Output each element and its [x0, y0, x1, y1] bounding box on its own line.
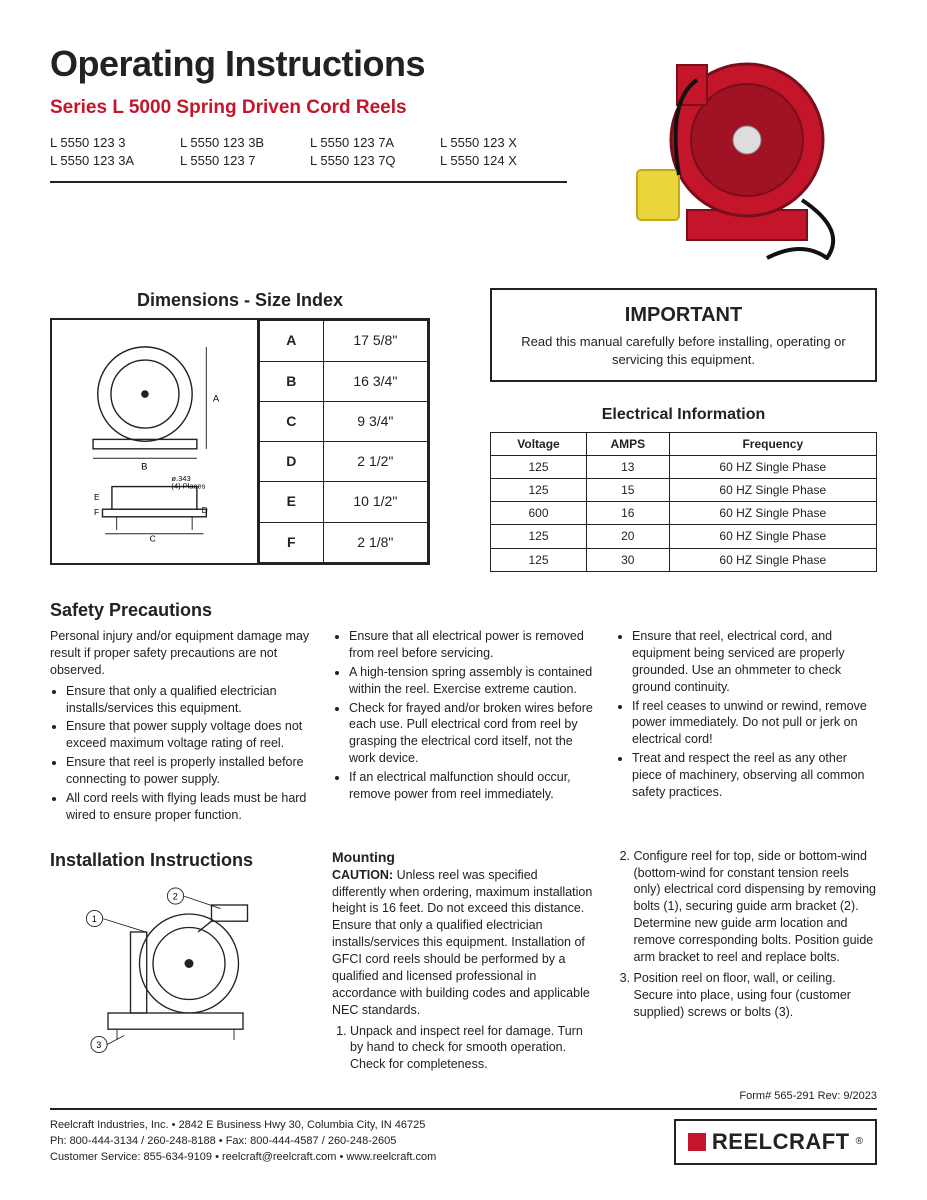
electrical-section: Electrical Information Voltage AMPS Freq…: [490, 404, 877, 572]
mid-row: Dimensions - Size Index A B: [50, 288, 877, 572]
install-step: Position reel on floor, wall, or ceiling…: [634, 970, 878, 1021]
install-step: Unpack and inspect reel for damage. Turn…: [350, 1023, 594, 1074]
mounting-title: Mounting: [332, 848, 594, 867]
footer-line: Customer Service: 855-634-9109 • reelcra…: [50, 1150, 436, 1166]
header-left: Operating Instructions Series L 5000 Spr…: [50, 40, 567, 260]
dimensions-box: A B ø.343 (4) Places E F C D: [50, 318, 430, 565]
header-row: Operating Instructions Series L 5000 Spr…: [50, 40, 877, 260]
safety-intro: Personal injury and/or equipment damage …: [50, 628, 311, 679]
table-row: 1253060 HZ Single Phase: [491, 548, 877, 571]
table-row: F2 1/8": [259, 522, 427, 562]
list-item: Check for frayed and/or broken wires bef…: [349, 700, 594, 768]
page-title: Operating Instructions: [50, 40, 567, 89]
logo-icon: [688, 1133, 706, 1151]
safety-col-1: Personal injury and/or equipment damage …: [50, 628, 311, 826]
install-col-1: Installation Instructions 1 2 3: [50, 848, 310, 1077]
table-row: 1251560 HZ Single Phase: [491, 479, 877, 502]
table-row: 1252060 HZ Single Phase: [491, 525, 877, 548]
svg-text:E: E: [94, 492, 100, 502]
list-item: Ensure that power supply voltage does no…: [66, 718, 311, 752]
table-row: 1251360 HZ Single Phase: [491, 455, 877, 478]
list-item: Ensure that all electrical power is remo…: [349, 628, 594, 662]
dimensions-section: Dimensions - Size Index A B: [50, 288, 430, 572]
logo-text: REELCRAFT: [712, 1127, 850, 1157]
form-rev: Form# 565-291 Rev: 9/2023: [50, 1089, 877, 1104]
svg-text:(4) Places: (4) Places: [171, 482, 205, 491]
install-diagram: 1 2 3: [50, 878, 310, 1058]
product-image: [597, 40, 877, 260]
electrical-title: Electrical Information: [490, 404, 877, 426]
safety-title: Safety Precautions: [50, 598, 877, 622]
dimensions-title: Dimensions - Size Index: [50, 288, 430, 312]
model-item: L 5550 123 7A: [310, 134, 410, 152]
footer-divider: [50, 1108, 877, 1110]
model-list: L 5550 123 3 L 5550 123 3B L 5550 123 7A…: [50, 134, 567, 169]
installation-section: Installation Instructions 1 2 3 Mounting: [50, 848, 877, 1077]
caution-label: CAUTION:: [332, 868, 393, 882]
footer-line: Reelcraft Industries, Inc. • 2842 E Busi…: [50, 1118, 436, 1134]
table-row: D2 1/2": [259, 442, 427, 482]
mounting-caution: CAUTION: Unless reel was specified diffe…: [332, 867, 594, 1019]
model-item: L 5550 123 7Q: [310, 152, 410, 170]
list-item: If an electrical malfunction should occu…: [349, 769, 594, 803]
list-item: Ensure that reel, electrical cord, and e…: [632, 628, 877, 696]
caution-text: Unless reel was specified differently wh…: [332, 868, 592, 1017]
install-col-2: Mounting CAUTION: Unless reel was specif…: [332, 848, 594, 1077]
table-row: E10 1/2": [259, 482, 427, 522]
list-item: Treat and respect the reel as any other …: [632, 750, 877, 801]
install-step: Configure reel for top, side or bottom-w…: [634, 848, 878, 966]
model-item: L 5550 123 3: [50, 134, 150, 152]
table-header-row: Voltage AMPS Frequency: [491, 432, 877, 455]
mid-right: IMPORTANT Read this manual carefully bef…: [490, 288, 877, 572]
electrical-table: Voltage AMPS Frequency 1251360 HZ Single…: [490, 432, 877, 572]
page-subtitle: Series L 5000 Spring Driven Cord Reels: [50, 95, 567, 121]
install-col-3: Configure reel for top, side or bottom-w…: [616, 848, 878, 1077]
safety-columns: Personal injury and/or equipment damage …: [50, 628, 877, 826]
installation-title: Installation Instructions: [50, 848, 310, 872]
svg-text:B: B: [141, 461, 147, 472]
dimensions-diagram: A B ø.343 (4) Places E F C D: [52, 320, 259, 563]
model-item: L 5550 123 7: [180, 152, 280, 170]
registered-mark: ®: [856, 1135, 863, 1149]
footer-line: Ph: 800-444-3134 / 260-248-8188 • Fax: 8…: [50, 1134, 436, 1150]
safety-section: Safety Precautions Personal injury and/o…: [50, 598, 877, 826]
list-item: Ensure that only a qualified electrician…: [66, 683, 311, 717]
list-item: If reel ceases to unwind or rewind, remo…: [632, 698, 877, 749]
table-row: A17 5/8": [259, 321, 427, 361]
important-box: IMPORTANT Read this manual carefully bef…: [490, 288, 877, 382]
model-item: L 5550 123 3A: [50, 152, 150, 170]
model-item: L 5550 123 X: [440, 134, 540, 152]
model-item: L 5550 124 X: [440, 152, 540, 170]
table-row: B16 3/4": [259, 361, 427, 401]
svg-text:A: A: [213, 393, 220, 404]
list-item: All cord reels with flying leads must be…: [66, 790, 311, 824]
svg-text:C: C: [150, 534, 156, 544]
footer-row: Reelcraft Industries, Inc. • 2842 E Busi…: [50, 1118, 877, 1166]
list-item: Ensure that reel is properly installed b…: [66, 754, 311, 788]
table-row: 6001660 HZ Single Phase: [491, 502, 877, 525]
important-text: Read this manual carefully before instal…: [510, 333, 857, 368]
svg-text:3: 3: [96, 1040, 101, 1050]
safety-col-3: Ensure that reel, electrical cord, and e…: [616, 628, 877, 826]
svg-text:2: 2: [173, 892, 178, 902]
table-row: C9 3/4": [259, 401, 427, 441]
footer-logo: REELCRAFT ®: [674, 1119, 877, 1165]
important-title: IMPORTANT: [510, 302, 857, 329]
model-item: L 5550 123 3B: [180, 134, 280, 152]
safety-col-2: Ensure that all electrical power is remo…: [333, 628, 594, 826]
footer-contact: Reelcraft Industries, Inc. • 2842 E Busi…: [50, 1118, 436, 1166]
dimensions-table: A17 5/8" B16 3/4" C9 3/4" D2 1/2" E10 1/…: [259, 320, 428, 563]
svg-text:F: F: [94, 507, 99, 517]
divider: [50, 181, 567, 183]
svg-text:D: D: [202, 505, 208, 515]
list-item: A high-tension spring assembly is contai…: [349, 664, 594, 698]
svg-text:1: 1: [92, 914, 97, 924]
reel-illustration: [617, 40, 857, 260]
